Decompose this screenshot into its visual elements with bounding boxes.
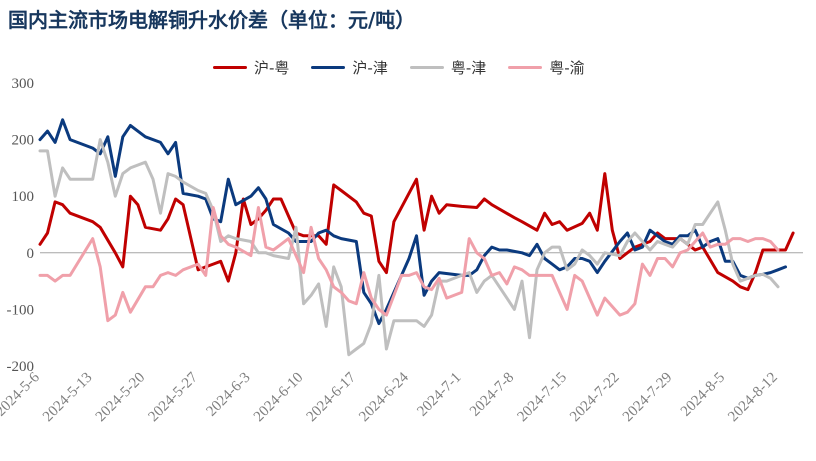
x-tick-label: 2024-5-27 (145, 369, 201, 425)
legend-label-hu-jin: 沪-津 (352, 59, 388, 77)
x-tick-label: 2024-8-5 (678, 370, 728, 420)
chart-title: 国内主流市场电解铜升水价差（单位：元/吨） (8, 8, 416, 32)
legend-item-hu-yue: 沪-粤 (213, 57, 289, 78)
x-tick-label: 2024-5-20 (93, 370, 149, 426)
legend-swatch-yue-yu (508, 66, 543, 69)
y-tick-label: 100 (12, 189, 35, 205)
legend-label-yue-yu: 粤-渝 (549, 59, 585, 77)
x-tick-label: 2024-6-24 (356, 369, 412, 425)
x-tick-label: 2024-7-29 (620, 370, 676, 426)
legend-swatch-hu-jin (311, 66, 346, 69)
chart-legend: 沪-粤 沪-津 粤-津 粤-渝 (213, 57, 585, 78)
legend-item-yue-jin: 粤-津 (409, 57, 487, 78)
y-tick-label: -200 (7, 359, 35, 375)
series-line-1 (38, 118, 787, 326)
legend-swatch-hu-yue (213, 66, 247, 69)
legend-label-hu-yue: 沪-粤 (254, 59, 290, 77)
series-line-2 (38, 138, 780, 357)
legend-item-yue-yu: 粤-渝 (508, 57, 585, 78)
legend-swatch-yue-jin (409, 66, 444, 69)
y-tick-label: 0 (27, 246, 35, 262)
x-tick-label: 2024-6-10 (251, 370, 307, 426)
y-tick-label: -100 (7, 302, 35, 318)
y-tick-label: 300 (12, 76, 35, 92)
series-line-3 (38, 206, 780, 323)
x-tick-label: 2024-6-17 (304, 369, 360, 425)
x-tick-label: 2024-7-15 (514, 370, 570, 426)
x-tick-label: 2024-5-6 (0, 369, 43, 420)
series-line-0 (38, 172, 795, 292)
x-tick-label: 2024-8-12 (725, 370, 781, 426)
x-tick-label: 2024-5-13 (40, 370, 96, 426)
x-tick-label: 2024-7-22 (567, 370, 623, 426)
x-tick-label: 2024-6-3 (203, 370, 253, 420)
y-tick-label: 200 (12, 133, 35, 149)
x-tick-label: 2024-7-8 (467, 370, 517, 420)
legend-label-yue-jin: 粤-津 (450, 59, 487, 77)
x-tick-label: 2024-7-1 (414, 370, 464, 420)
legend-item-hu-jin: 沪-津 (311, 57, 388, 78)
